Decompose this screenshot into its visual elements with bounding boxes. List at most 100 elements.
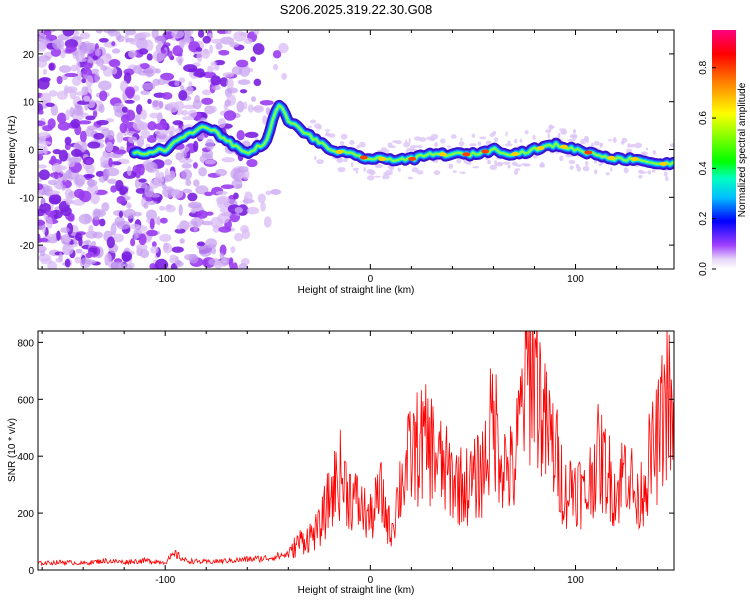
- noise-speck: [340, 133, 348, 140]
- noise-speck: [612, 137, 617, 144]
- noise-blob: [224, 99, 232, 107]
- noise-blob: [195, 47, 203, 52]
- noise-speck: [384, 149, 390, 154]
- noise-blob: [180, 84, 185, 91]
- noise-blob: [223, 110, 237, 121]
- noise-blob: [143, 39, 154, 52]
- noise-blob: [174, 80, 180, 87]
- colorbar-tick-label: 0.6: [698, 111, 709, 125]
- ridge-hotspot: [607, 155, 616, 160]
- noise-blob: [58, 65, 72, 73]
- noise-blob: [56, 75, 63, 85]
- noise-speck: [389, 165, 395, 171]
- noise-blob: [38, 153, 44, 161]
- noise-blob: [93, 132, 105, 140]
- noise-blob: [174, 228, 186, 234]
- noise-speck: [547, 133, 551, 139]
- noise-blob: [100, 65, 108, 71]
- noise-blob: [185, 178, 192, 187]
- noise-blob: [193, 71, 206, 78]
- noise-blob: [98, 175, 106, 183]
- noise-blob: [64, 136, 72, 146]
- noise-speck: [524, 130, 529, 135]
- noise-blob: [116, 132, 124, 143]
- noise-blob: [43, 30, 52, 36]
- noise-speck: [459, 171, 466, 174]
- noise-speck: [349, 140, 355, 145]
- noise-blob: [203, 258, 208, 267]
- snr-panel: -100 0 100 0 200 400 600 800 Height of straight…: [7, 330, 675, 596]
- noise-speck: [652, 149, 657, 155]
- noise-blob: [78, 213, 93, 225]
- noise-blob: [83, 95, 91, 102]
- noise-blob: [188, 81, 193, 88]
- noise-blob: [138, 178, 147, 183]
- noise-blob: [116, 220, 131, 230]
- noise-blob: [143, 202, 149, 209]
- noise-blob: [85, 239, 92, 245]
- noise-blob: [116, 195, 126, 204]
- noise-blob: [171, 246, 184, 253]
- snr-ytick-label: 200: [17, 509, 34, 520]
- ridge-hotspot: [408, 156, 417, 161]
- noise-speck: [374, 175, 381, 178]
- noise-blob: [92, 55, 99, 61]
- noise-blob: [178, 77, 186, 84]
- noise-blob: [60, 227, 70, 233]
- noise-speck: [532, 134, 536, 141]
- noise-speck: [572, 134, 577, 140]
- noise-blob: [220, 184, 235, 189]
- noise-blob: [187, 192, 198, 202]
- noise-speck: [623, 167, 629, 174]
- noise-blob: [88, 224, 94, 235]
- noise-speck: [507, 164, 511, 169]
- noise-speck: [610, 166, 613, 172]
- noise-blob: [140, 109, 147, 120]
- noise-blob: [86, 99, 96, 109]
- noise-blob: [221, 157, 236, 163]
- noise-blob: [204, 159, 216, 165]
- noise-blob: [108, 59, 121, 68]
- noise-blob: [181, 109, 189, 116]
- noise-blob: [120, 114, 130, 124]
- spectrogram-ytick-label: 10: [23, 98, 35, 109]
- noise-speck: [395, 140, 402, 145]
- noise-blob: [48, 90, 58, 97]
- noise-blob: [127, 136, 138, 144]
- noise-blob: [232, 262, 238, 269]
- noise-blob: [240, 258, 250, 266]
- noise-blob: [207, 65, 214, 73]
- noise-blob: [139, 62, 150, 70]
- noise-blob: [181, 163, 192, 169]
- noise-speck: [651, 169, 656, 173]
- noise-blob: [252, 43, 265, 55]
- noise-blob: [218, 49, 230, 56]
- noise-speck: [446, 145, 452, 149]
- noise-blob: [149, 218, 155, 230]
- noise-speck: [433, 170, 441, 176]
- snr-frame: [37, 330, 675, 571]
- noise-blob: [144, 67, 154, 78]
- noise-blob: [64, 39, 79, 49]
- noise-blob: [178, 89, 188, 101]
- noise-blob: [226, 78, 234, 90]
- noise-blob: [118, 210, 124, 218]
- noise-blob: [48, 194, 62, 205]
- noise-blob: [123, 72, 132, 84]
- noise-speck: [647, 170, 652, 175]
- noise-blob: [85, 252, 93, 259]
- noise-blob: [158, 171, 165, 183]
- noise-speck: [458, 141, 465, 147]
- noise-blob: [211, 38, 225, 44]
- noise-blob: [63, 172, 68, 183]
- noise-blob: [166, 189, 174, 194]
- noise-blob: [197, 30, 205, 38]
- noise-blob: [127, 201, 132, 209]
- noise-speck: [514, 138, 518, 144]
- noise-speck: [605, 172, 610, 176]
- noise-blob: [201, 89, 212, 96]
- colorbar-label: Normalized spectral amplitude: [737, 82, 748, 217]
- noise-blob: [38, 219, 46, 226]
- noise-blob: [209, 44, 214, 54]
